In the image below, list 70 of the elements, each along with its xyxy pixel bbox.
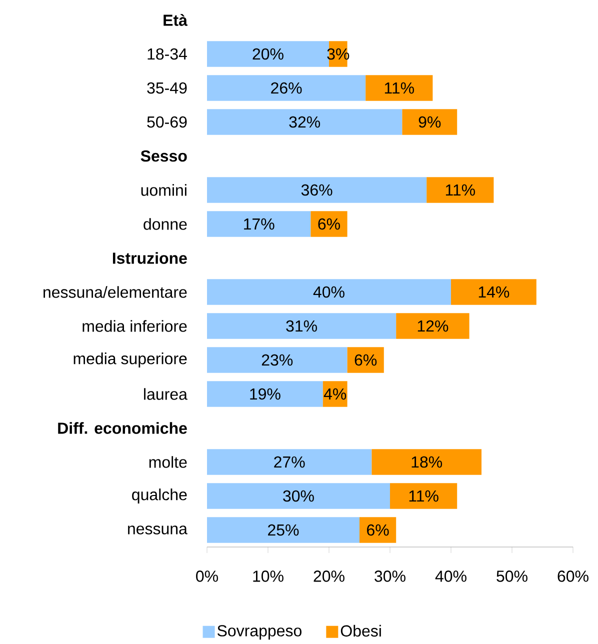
data-label: 23% — [262, 354, 293, 366]
data-label: 17% — [244, 218, 274, 230]
data-label: 6% — [318, 218, 340, 230]
bar — [359, 517, 396, 543]
x-tick-label: 40% — [435, 570, 466, 582]
y-tick-label: media superiore — [74, 352, 187, 368]
data-label: 6% — [354, 354, 377, 366]
y-tick-label: 18-34 — [148, 48, 187, 60]
bar — [426, 177, 494, 203]
legend-label: Obesi — [340, 624, 381, 637]
data-label: 12% — [418, 320, 448, 332]
y-tick-label: laurea — [144, 388, 188, 400]
bar — [207, 75, 366, 101]
x-tick-label: 50% — [496, 570, 528, 582]
bar — [207, 211, 311, 237]
bar — [366, 75, 433, 101]
data-label: 40% — [313, 286, 344, 298]
legend-label: Sovrappeso — [218, 625, 302, 640]
bar — [310, 211, 348, 237]
data-label: 4% — [324, 388, 346, 400]
y-tick-label: 50-69 — [147, 116, 187, 128]
bar — [207, 279, 451, 305]
bar — [207, 109, 402, 135]
data-label: 19% — [250, 388, 280, 400]
y-tick-label: 35-49 — [147, 82, 187, 94]
bar — [207, 449, 372, 475]
bar — [207, 347, 348, 373]
y-tick-label: qualche — [132, 488, 187, 504]
x-tick-label: 0% — [196, 570, 218, 582]
data-label: 11% — [409, 490, 438, 502]
bar — [347, 347, 384, 373]
y-tick-label: nessuna/elementare — [44, 286, 187, 298]
bar — [390, 483, 458, 509]
data-label: 32% — [289, 116, 320, 128]
y-tick-label: Istruzione — [112, 252, 187, 264]
data-label: 31% — [286, 320, 317, 332]
y-tick-label: Diff. economiche — [58, 422, 187, 434]
data-label: 30% — [283, 490, 314, 502]
data-label: 26% — [271, 82, 302, 94]
bar — [207, 41, 329, 67]
data-label: 11% — [384, 82, 414, 94]
bar — [450, 279, 536, 305]
y-tick-label: media inferiore — [82, 320, 187, 332]
y-tick-label: uomini — [141, 184, 186, 196]
data-label: 14% — [478, 286, 510, 298]
bar — [207, 483, 390, 509]
data-label: 36% — [301, 184, 332, 196]
y-tick-label: nessuna — [128, 526, 188, 534]
y-tick-label: Età — [164, 14, 188, 26]
x-tick-label: 20% — [314, 570, 344, 582]
y-tick-label: donne — [144, 218, 187, 230]
data-label: 6% — [367, 524, 389, 536]
data-label: 18% — [412, 456, 442, 468]
x-tick-label: 60% — [558, 570, 588, 582]
data-label: 20% — [252, 48, 284, 60]
bar — [402, 109, 458, 135]
data-label: 25% — [268, 524, 299, 536]
bar — [207, 381, 323, 407]
x-tick-label: 10% — [253, 570, 284, 582]
x-tick-label: 30% — [374, 570, 406, 582]
bar — [207, 177, 427, 203]
data-label: 27% — [274, 456, 305, 468]
bar — [396, 313, 470, 339]
y-tick-label: Sesso — [140, 150, 187, 162]
bar — [207, 517, 360, 543]
y-tick-label: molte — [149, 456, 187, 468]
data-label: 11% — [446, 184, 475, 196]
data-label: 9% — [418, 116, 441, 128]
bar — [207, 313, 396, 339]
bar — [372, 449, 482, 475]
